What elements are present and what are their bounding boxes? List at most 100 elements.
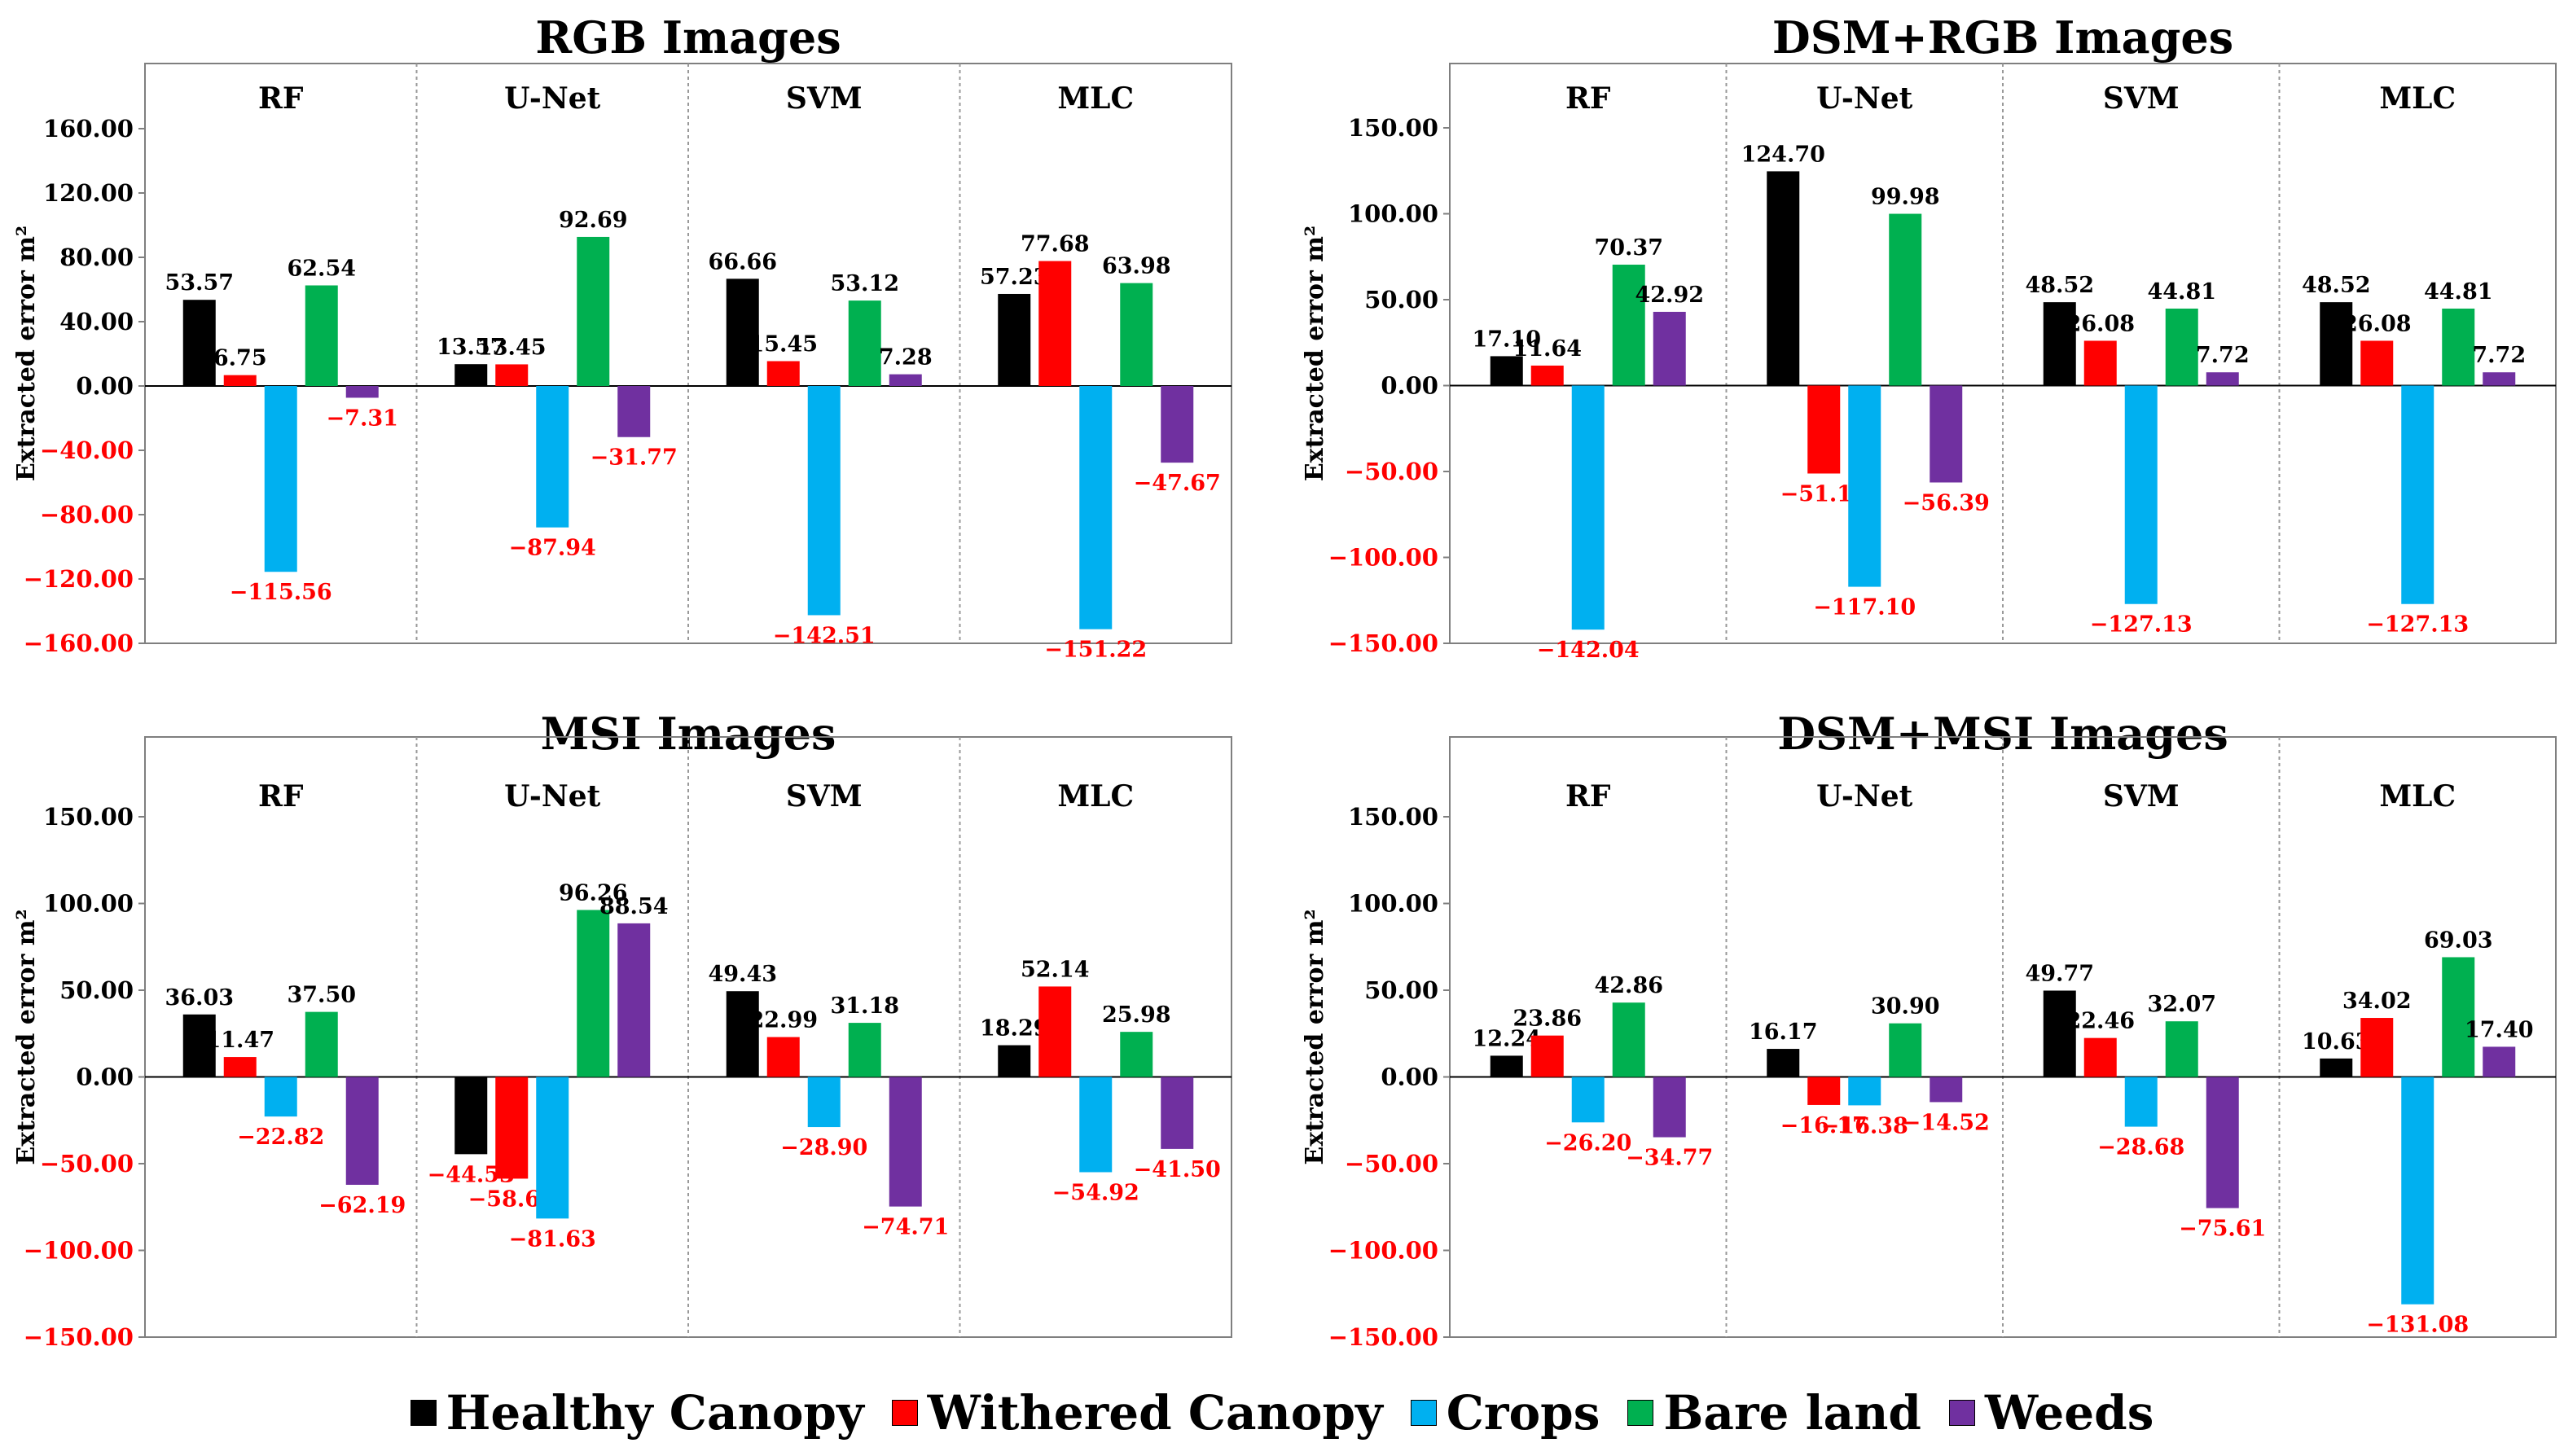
bar-msi-svm-weeds xyxy=(889,1077,922,1207)
data-label: −74.71 xyxy=(862,1215,949,1240)
y-tick-label: 120.00 xyxy=(43,179,134,207)
bar-dsm-rgb-unet-healthy-canopy xyxy=(1767,171,1800,386)
bar-dsm-rgb-svm-bare-land xyxy=(2165,308,2198,386)
data-label: 88.54 xyxy=(599,894,669,919)
bar-dsm-rgb-rf-healthy-canopy xyxy=(1490,356,1523,386)
data-label: −87.94 xyxy=(509,536,596,561)
bar-dsm-msi-rf-healthy-canopy xyxy=(1490,1055,1523,1077)
data-label: 22.46 xyxy=(2066,1009,2135,1034)
bar-rgb-mlc-weeds xyxy=(1161,386,1194,463)
data-label: 62.54 xyxy=(287,256,356,281)
data-label: 44.81 xyxy=(2424,279,2493,305)
bar-rgb-unet-weeds xyxy=(617,386,651,437)
data-label: 48.52 xyxy=(2302,273,2371,298)
bar-dsm-rgb-mlc-bare-land xyxy=(2442,308,2475,386)
y-tick-label: 0.00 xyxy=(76,1063,134,1091)
bar-msi-svm-bare-land xyxy=(848,1023,881,1077)
group-label-rf: RF xyxy=(258,779,304,814)
y-tick-label: 0.00 xyxy=(76,372,134,400)
data-label: 66.66 xyxy=(708,249,777,274)
y-tick-label: 160.00 xyxy=(43,115,134,143)
group-label-mlc: MLC xyxy=(2379,779,2456,814)
y-tick-label: 80.00 xyxy=(59,243,134,271)
bar-dsm-rgb-unet-bare-land xyxy=(1889,213,1922,386)
bar-msi-unet-healthy-canopy xyxy=(454,1077,488,1155)
data-label: 13.45 xyxy=(477,335,547,360)
legend-swatch-bare-land xyxy=(1627,1400,1654,1426)
bar-dsm-msi-rf-withered-canopy xyxy=(1530,1035,1564,1077)
legend-label-crops: Crops xyxy=(1446,1385,1600,1441)
data-label: −14.52 xyxy=(1903,1110,1990,1135)
y-tick-label: −160.00 xyxy=(24,629,134,657)
data-label: 42.92 xyxy=(1635,283,1704,308)
data-label: 49.77 xyxy=(2025,961,2094,986)
bar-dsm-rgb-rf-withered-canopy xyxy=(1530,365,1564,386)
bar-msi-unet-crops xyxy=(536,1077,569,1219)
data-label: −34.77 xyxy=(1626,1146,1713,1171)
bar-dsm-msi-unet-healthy-canopy xyxy=(1767,1049,1800,1077)
data-label: 17.10 xyxy=(1472,327,1541,352)
y-tick-label: −80.00 xyxy=(40,501,134,528)
bar-dsm-rgb-unet-weeds xyxy=(1930,385,1963,483)
y-tick-label: 0.00 xyxy=(1381,1063,1438,1091)
data-label: 10.63 xyxy=(2302,1029,2371,1055)
data-label: 16.17 xyxy=(1749,1020,1818,1045)
bar-rgb-rf-withered-canopy xyxy=(223,375,257,386)
bar-dsm-msi-unet-bare-land xyxy=(1889,1023,1922,1077)
bar-msi-mlc-weeds xyxy=(1161,1077,1194,1149)
group-label-svm: SVM xyxy=(2103,81,2180,116)
data-label: 48.52 xyxy=(2025,273,2094,298)
data-label: −16.17 xyxy=(1780,1113,1868,1138)
legend-swatch-weeds xyxy=(1948,1400,1975,1426)
data-label: 36.03 xyxy=(165,985,234,1011)
data-label: 44.81 xyxy=(2147,279,2216,305)
data-label: −26.20 xyxy=(1544,1130,1631,1156)
bar-dsm-msi-mlc-crops xyxy=(2401,1077,2434,1305)
bar-dsm-rgb-svm-weeds xyxy=(2206,372,2239,386)
bar-msi-rf-weeds xyxy=(345,1077,379,1185)
y-tick-label: −150.00 xyxy=(24,1323,134,1351)
bar-msi-svm-withered-canopy xyxy=(766,1037,800,1077)
data-label: 7.28 xyxy=(879,345,933,371)
bar-dsm-rgb-mlc-weeds xyxy=(2483,372,2516,386)
data-label: −131.08 xyxy=(2366,1313,2469,1338)
legend-item-bare-land: Bare land xyxy=(1627,1385,1921,1441)
bar-dsm-rgb-svm-withered-canopy xyxy=(2083,340,2117,386)
bar-rgb-mlc-crops xyxy=(1079,386,1113,629)
data-label: −75.61 xyxy=(2179,1217,2266,1242)
data-label: −41.50 xyxy=(1134,1157,1221,1182)
y-tick-label: −40.00 xyxy=(40,436,134,464)
data-label: −22.82 xyxy=(237,1125,324,1150)
bar-dsm-msi-mlc-bare-land xyxy=(2442,957,2475,1077)
legend-label-healthy-canopy: Healthy Canopy xyxy=(446,1385,864,1441)
bar-msi-unet-weeds xyxy=(617,923,651,1077)
data-label: 96.26 xyxy=(559,880,628,906)
y-tick-label: 100.00 xyxy=(43,890,134,918)
bar-dsm-rgb-mlc-crops xyxy=(2401,385,2434,604)
bar-rgb-unet-healthy-canopy xyxy=(454,364,488,386)
group-label-mlc: MLC xyxy=(1057,81,1134,116)
data-label: 63.98 xyxy=(1102,254,1171,279)
data-label: −7.31 xyxy=(327,406,398,431)
data-label: 26.08 xyxy=(2342,311,2412,336)
data-label: −115.56 xyxy=(230,580,332,605)
bar-rgb-rf-weeds xyxy=(345,386,379,398)
bar-msi-rf-crops xyxy=(264,1077,297,1117)
y-tick-label: −120.00 xyxy=(24,565,134,593)
y-axis-label: Extracted error m² xyxy=(12,909,41,1164)
bar-dsm-msi-rf-crops xyxy=(1571,1077,1605,1123)
legend-item-crops: Crops xyxy=(1410,1385,1600,1441)
bar-dsm-rgb-unet-crops xyxy=(1848,385,1881,587)
bar-rgb-svm-bare-land xyxy=(848,300,881,386)
data-label: 22.99 xyxy=(749,1008,818,1033)
data-label: −151.22 xyxy=(1044,638,1147,663)
bar-msi-rf-healthy-canopy xyxy=(182,1014,216,1077)
bar-dsm-msi-unet-weeds xyxy=(1930,1077,1963,1103)
data-label: −117.10 xyxy=(1813,595,1916,621)
bar-dsm-rgb-svm-crops xyxy=(2124,385,2158,604)
legend-label-withered-canopy: Withered Canopy xyxy=(927,1385,1383,1441)
group-label-svm: SVM xyxy=(786,81,863,116)
legend-item-withered-canopy: Withered Canopy xyxy=(891,1385,1383,1441)
bar-msi-svm-crops xyxy=(807,1077,841,1128)
data-label: 13.57 xyxy=(437,335,506,360)
